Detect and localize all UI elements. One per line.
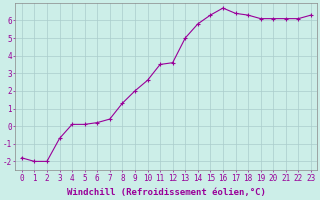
X-axis label: Windchill (Refroidissement éolien,°C): Windchill (Refroidissement éolien,°C) xyxy=(67,188,266,197)
